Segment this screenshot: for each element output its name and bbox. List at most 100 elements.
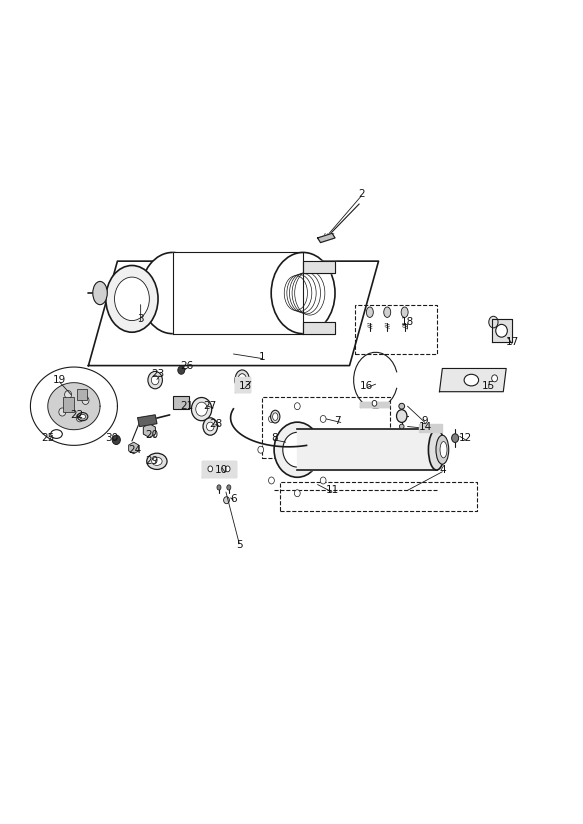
Text: 16: 16 [360,381,374,391]
Text: 25: 25 [41,433,54,443]
Ellipse shape [399,424,404,428]
Ellipse shape [464,374,479,386]
Ellipse shape [269,477,275,484]
Ellipse shape [366,307,373,317]
Text: 22: 22 [70,410,83,420]
Ellipse shape [93,282,107,305]
Ellipse shape [491,375,497,382]
Ellipse shape [76,414,83,422]
Ellipse shape [320,477,326,484]
Ellipse shape [331,447,337,453]
Ellipse shape [196,402,208,416]
Text: 19: 19 [53,375,66,385]
Polygon shape [234,377,250,391]
Ellipse shape [65,391,72,399]
Ellipse shape [224,497,230,503]
Polygon shape [138,415,157,427]
Polygon shape [303,261,335,273]
Ellipse shape [147,428,152,433]
Polygon shape [491,319,512,343]
Polygon shape [30,367,117,445]
Text: 15: 15 [482,381,496,391]
Text: 30: 30 [105,433,118,443]
Text: 27: 27 [203,401,217,411]
Text: 7: 7 [335,415,341,426]
Ellipse shape [384,307,391,317]
Polygon shape [129,442,139,454]
Ellipse shape [271,252,335,334]
Ellipse shape [273,413,278,420]
Text: 13: 13 [238,381,252,391]
Text: 9: 9 [422,415,429,426]
Polygon shape [318,233,335,242]
Ellipse shape [226,466,230,472]
Text: 1: 1 [259,352,266,362]
Text: 5: 5 [236,541,243,550]
Ellipse shape [80,414,86,419]
Ellipse shape [436,435,449,464]
Bar [173,396,189,409]
Text: 8: 8 [271,433,278,443]
Text: 4: 4 [439,465,445,475]
Text: 10: 10 [215,465,229,475]
Ellipse shape [78,413,88,421]
Polygon shape [202,461,236,477]
Bar [262,397,390,458]
Text: 6: 6 [230,494,237,504]
Ellipse shape [147,453,167,470]
Ellipse shape [191,397,212,421]
Ellipse shape [203,418,217,435]
Ellipse shape [114,277,149,321]
Ellipse shape [208,466,213,472]
Ellipse shape [496,325,507,337]
Ellipse shape [152,376,159,385]
Polygon shape [419,424,442,433]
Text: 11: 11 [325,485,339,495]
Ellipse shape [269,415,275,423]
Ellipse shape [82,396,89,405]
Text: 20: 20 [146,430,159,440]
Ellipse shape [152,457,162,466]
Ellipse shape [217,485,221,490]
Text: 3: 3 [138,314,144,324]
Bar [64,397,74,412]
Polygon shape [48,382,100,429]
Ellipse shape [399,403,405,409]
Text: 23: 23 [152,369,164,379]
Ellipse shape [238,374,247,386]
Text: 26: 26 [180,361,194,371]
Polygon shape [360,401,389,407]
Ellipse shape [320,415,326,423]
Ellipse shape [294,489,300,497]
Ellipse shape [489,316,498,328]
Ellipse shape [396,410,407,423]
Ellipse shape [372,400,377,406]
Ellipse shape [206,422,214,431]
Ellipse shape [429,429,445,470]
Ellipse shape [452,433,459,442]
Text: 18: 18 [401,317,414,327]
Ellipse shape [294,403,300,410]
Ellipse shape [227,485,231,490]
Text: 14: 14 [419,422,431,432]
Ellipse shape [271,410,280,423]
Text: 2: 2 [358,190,364,199]
Text: 17: 17 [505,337,519,348]
Ellipse shape [112,435,120,444]
Polygon shape [440,368,506,391]
Text: 12: 12 [459,433,472,443]
Ellipse shape [283,433,312,467]
Ellipse shape [59,408,66,416]
Polygon shape [297,429,437,470]
Ellipse shape [274,422,321,477]
Text: 28: 28 [209,419,223,428]
Ellipse shape [148,372,163,389]
Bar [355,305,437,354]
Text: 29: 29 [146,456,159,466]
Text: 21: 21 [180,401,194,411]
Bar [77,389,87,400]
Polygon shape [303,322,335,334]
Ellipse shape [178,366,185,374]
Ellipse shape [440,442,447,458]
Text: 24: 24 [128,445,142,455]
